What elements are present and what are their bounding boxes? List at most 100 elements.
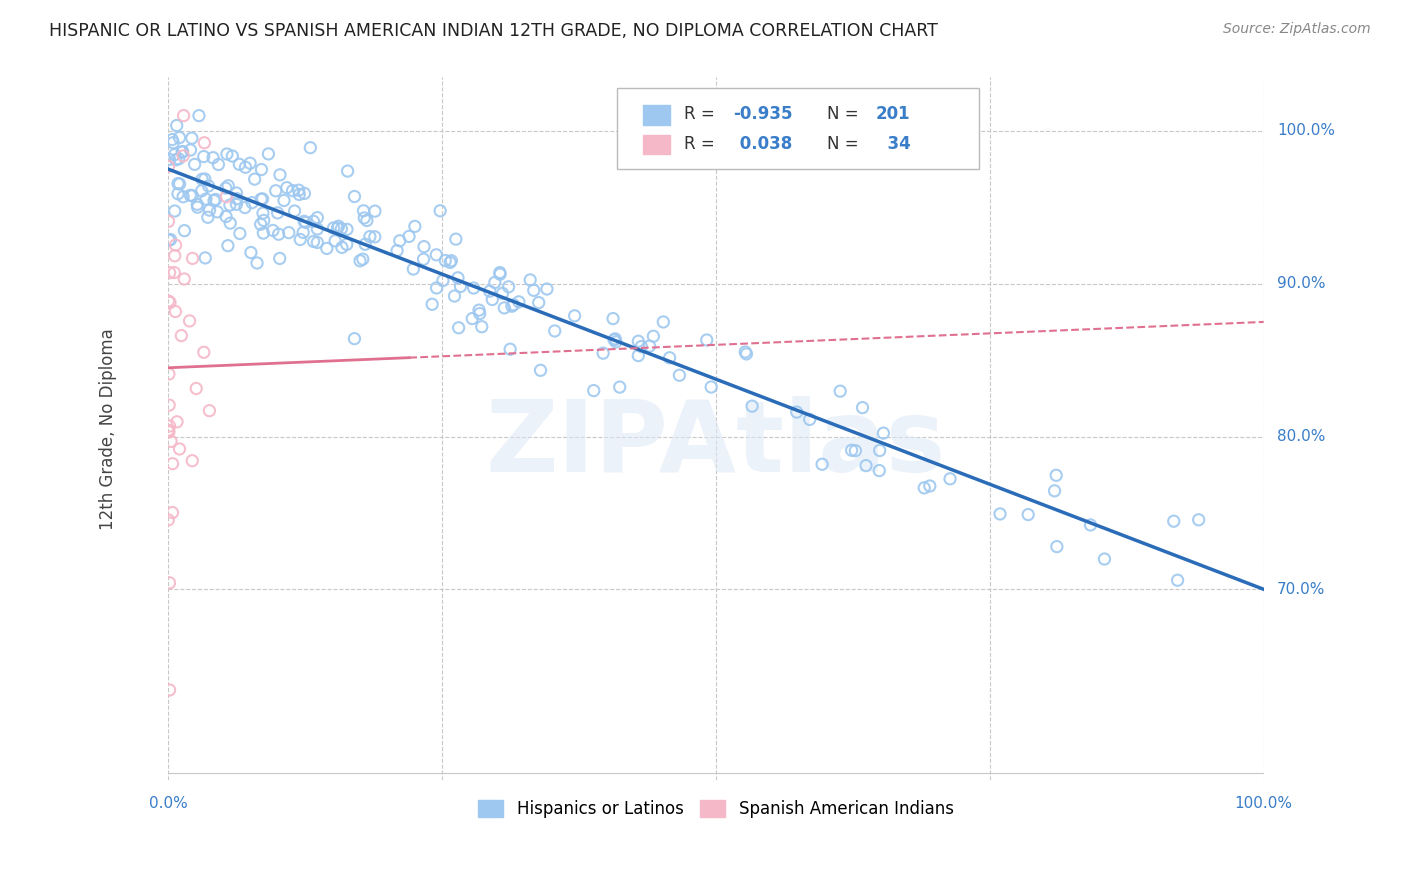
Point <box>215 147 238 161</box>
Point <box>288 187 311 202</box>
Point <box>799 412 821 426</box>
Point <box>188 109 211 123</box>
Point <box>266 206 288 220</box>
Text: R =: R = <box>685 135 720 153</box>
Point <box>169 442 191 456</box>
Point <box>239 156 262 170</box>
Text: 0.0%: 0.0% <box>149 796 187 811</box>
Point <box>630 340 652 354</box>
Point <box>167 186 190 201</box>
Point <box>439 255 461 269</box>
Point <box>851 401 873 415</box>
Point <box>165 153 187 167</box>
Point <box>364 229 387 244</box>
Point <box>388 234 411 248</box>
Point <box>307 211 329 225</box>
Point <box>582 384 605 398</box>
Point <box>170 328 193 343</box>
Point <box>252 226 274 240</box>
Point <box>157 398 180 412</box>
Point <box>252 192 274 206</box>
Point <box>181 453 204 467</box>
Point <box>165 238 187 252</box>
Point <box>249 217 271 231</box>
Point <box>273 194 295 208</box>
Point <box>643 329 665 343</box>
Point <box>157 367 180 381</box>
Point <box>173 224 195 238</box>
Point <box>163 147 186 161</box>
Point <box>627 334 650 349</box>
Point <box>468 303 491 318</box>
Point <box>160 132 183 146</box>
Point <box>250 192 273 206</box>
Point <box>277 226 299 240</box>
Point <box>186 197 208 211</box>
Point <box>359 229 381 244</box>
Point <box>276 180 298 194</box>
Point <box>353 203 375 218</box>
Point <box>217 178 239 193</box>
Point <box>162 506 184 520</box>
Point <box>830 384 852 399</box>
Point <box>219 216 242 230</box>
Point <box>190 184 212 198</box>
Point <box>1045 468 1067 483</box>
Text: N =: N = <box>827 135 863 153</box>
Point <box>252 206 274 220</box>
Point <box>353 211 375 225</box>
Point <box>519 273 541 287</box>
Point <box>228 157 250 171</box>
Point <box>468 307 491 321</box>
Point <box>735 347 758 361</box>
Point <box>257 147 280 161</box>
Point <box>215 189 238 203</box>
Point <box>198 203 221 218</box>
Point <box>172 145 194 159</box>
Point <box>163 204 186 219</box>
Point <box>163 266 186 280</box>
Point <box>544 324 567 338</box>
Point <box>734 345 756 359</box>
Point <box>157 233 180 247</box>
Text: 34: 34 <box>876 135 911 153</box>
Point <box>564 309 586 323</box>
Point <box>491 286 513 301</box>
Point <box>658 351 681 365</box>
Point <box>385 244 408 258</box>
Point <box>501 299 523 313</box>
Point <box>478 284 501 298</box>
Point <box>429 203 451 218</box>
Point <box>352 252 374 267</box>
Point <box>668 368 690 383</box>
Point <box>157 423 180 437</box>
Point <box>157 160 180 174</box>
Point <box>461 311 484 326</box>
Point <box>180 143 202 157</box>
Point <box>447 270 470 285</box>
Point <box>602 311 624 326</box>
Point <box>536 282 558 296</box>
Point <box>284 204 307 219</box>
Point <box>187 200 209 214</box>
Point <box>197 178 219 193</box>
Point <box>326 221 349 235</box>
Point <box>868 464 890 478</box>
Point <box>193 150 215 164</box>
Point <box>1163 514 1185 528</box>
Point <box>336 222 359 236</box>
Point <box>197 211 219 225</box>
Point <box>336 164 359 178</box>
Point <box>323 234 346 248</box>
Point <box>343 189 366 203</box>
Point <box>609 380 631 394</box>
Point <box>364 204 387 219</box>
Point <box>204 193 226 207</box>
Point <box>225 192 247 206</box>
Point <box>243 172 266 186</box>
Point <box>426 281 449 295</box>
Point <box>219 198 242 212</box>
Point <box>481 293 503 307</box>
Point <box>163 249 186 263</box>
Point <box>354 237 377 252</box>
